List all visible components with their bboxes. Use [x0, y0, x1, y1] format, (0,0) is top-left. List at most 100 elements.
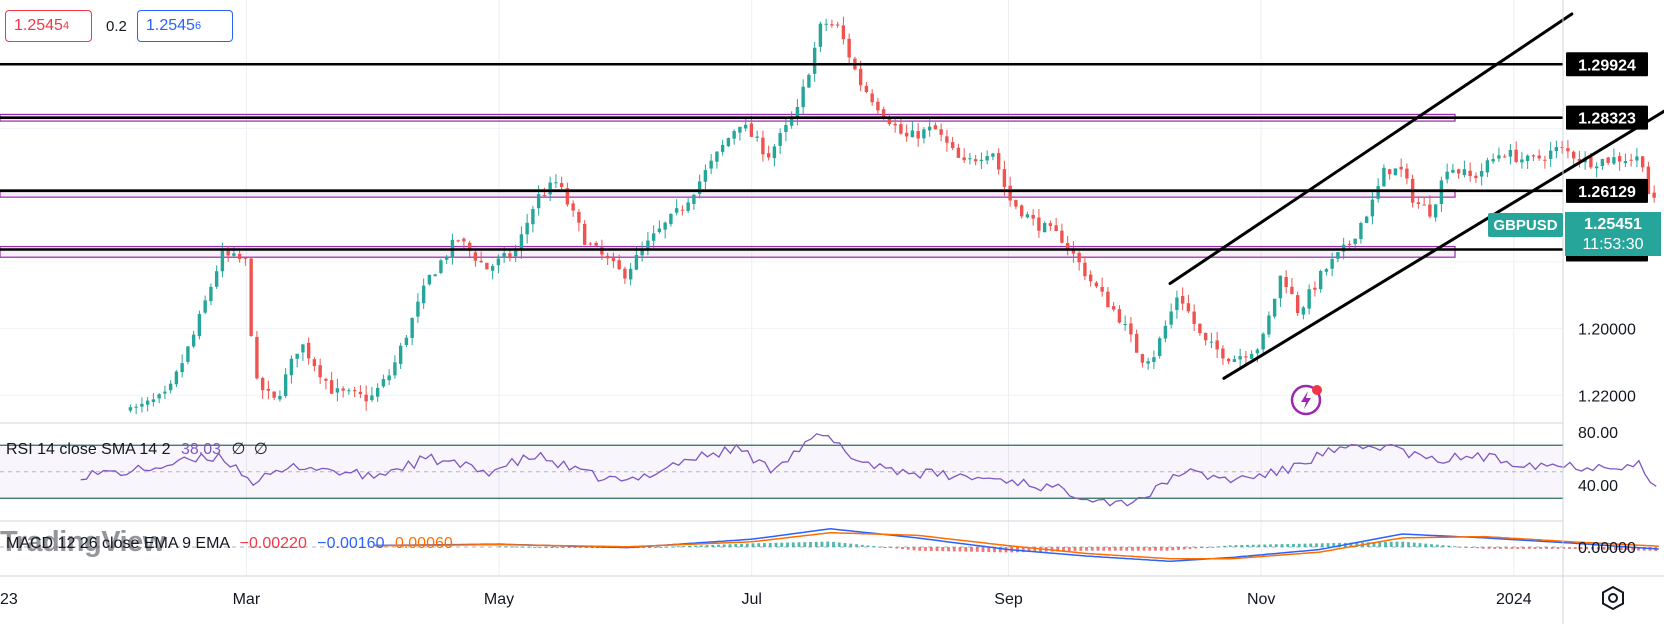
candle-body: [1295, 295, 1300, 313]
candle-body: [128, 407, 133, 411]
candle-body: [1117, 309, 1122, 323]
candle-body: [674, 208, 679, 213]
macd-histogram-bar: [786, 542, 789, 547]
macd-histogram-bar: [1067, 547, 1071, 552]
macd-histogram-bar: [1108, 547, 1111, 551]
sell-price: 1.2545: [14, 17, 63, 34]
macd-histogram-bar: [1188, 547, 1192, 549]
candle-body: [807, 74, 811, 88]
macd-histogram-bar: [717, 544, 720, 547]
price-axis-label: 1.20000: [1578, 322, 1636, 339]
horizontal-levels[interactable]: [0, 62, 1563, 251]
macd-histogram-bar: [797, 542, 801, 547]
macd-histogram-bar: [1424, 543, 1428, 547]
chart-settings-icon[interactable]: [1600, 585, 1626, 611]
time-axis-label: Nov: [1247, 591, 1275, 608]
candle-body: [329, 380, 334, 394]
candle-body: [226, 250, 230, 256]
candle-body: [1566, 148, 1570, 152]
macd-histogram-bar: [1631, 547, 1635, 551]
candle-body: [1232, 359, 1237, 363]
buy-price-box[interactable]: 1.2545 6: [137, 10, 233, 42]
macd-histogram-bar: [1131, 547, 1134, 551]
candle-body: [1255, 349, 1260, 354]
candle-body: [703, 170, 708, 182]
macd-histogram-bar: [1211, 546, 1215, 548]
macd-legend-signal: 0.00060: [394, 535, 453, 552]
rsi-legend[interactable]: RSI 14 close SMA 14 2 38.03 ∅ ∅: [6, 439, 268, 459]
macd-histogram-bar: [1223, 545, 1226, 547]
candle-body: [1100, 286, 1104, 292]
macd-histogram-bar: [1435, 544, 1439, 547]
candle-body: [536, 194, 541, 209]
candle-body: [1192, 311, 1196, 324]
candle-body: [1428, 204, 1432, 217]
macd-histogram-bar: [1280, 544, 1284, 547]
candle-body: [404, 337, 409, 345]
candle-body: [508, 253, 512, 257]
macd-histogram-bar: [1637, 547, 1640, 551]
candle-body: [1652, 192, 1656, 198]
candle-body: [1048, 223, 1053, 227]
macd-histogram-bar: [1217, 546, 1221, 548]
macd-histogram-bar: [1165, 547, 1169, 551]
candle-body: [1163, 325, 1168, 339]
candle-body: [761, 137, 765, 155]
candle-body: [605, 255, 610, 259]
candle-body: [1157, 338, 1162, 357]
candle-body: [554, 182, 558, 184]
candle-body: [1508, 150, 1513, 157]
macd-histogram-bar: [768, 542, 772, 547]
macd-legend[interactable]: MACD 12 26 close EMA 9 EMA −0.00220 −0.0…: [6, 535, 453, 553]
macd-histogram-bar: [676, 546, 680, 548]
macd-histogram-bar: [1453, 546, 1456, 548]
lightning-alert-icon[interactable]: [1290, 384, 1322, 416]
time-axis-label: May: [484, 591, 514, 608]
candle-body: [640, 249, 644, 256]
candle-body: [818, 23, 823, 47]
macd-histogram-bar: [1297, 543, 1301, 547]
macd-histogram-bar: [832, 541, 835, 547]
candle-body: [870, 93, 874, 103]
candle-body: [220, 250, 225, 272]
candle-body: [1474, 175, 1478, 179]
candle-body: [1037, 217, 1041, 231]
candle-body: [278, 395, 282, 400]
macd-histogram-bar: [1154, 547, 1157, 551]
price-zones: [0, 113, 1456, 258]
macd-legend-label: MACD 12 26 close EMA 9 EMA: [6, 535, 230, 552]
candle-body: [709, 160, 713, 169]
macd-histogram-bar: [1090, 547, 1094, 551]
trendlines[interactable]: [1168, 12, 1664, 380]
candle-body: [1071, 250, 1076, 254]
candle-body: [358, 391, 363, 395]
candle-body: [841, 25, 846, 40]
symbol-name: GBPUSD: [1493, 216, 1558, 234]
macd-histogram-bar: [878, 546, 881, 548]
candle-body: [686, 202, 690, 211]
rsi-axis-label: 80.00: [1578, 425, 1618, 442]
macd-histogram-bar: [918, 547, 922, 551]
candle-body: [1088, 274, 1093, 282]
candle-body: [266, 388, 271, 391]
sell-price-box[interactable]: 1.2545 4: [5, 10, 92, 42]
candle-body: [565, 188, 570, 205]
candle-body: [260, 378, 265, 391]
candle-body: [421, 285, 426, 304]
macd-histogram-bar: [906, 547, 910, 550]
macd-histogram-bar: [665, 546, 669, 548]
candle-body: [473, 252, 478, 261]
macd-histogram-bar: [803, 542, 807, 547]
macd-histogram-bar: [1194, 547, 1198, 549]
trendline[interactable]: [1168, 12, 1574, 286]
candle-body: [933, 125, 938, 130]
candle-body: [1267, 315, 1271, 335]
rsi-legend-extra2: ∅: [253, 441, 268, 458]
rsi-line: [80, 433, 1657, 507]
candle-body: [784, 125, 788, 132]
candle-body: [1629, 159, 1633, 161]
macd-histogram-bar: [1527, 547, 1531, 549]
symbol-tag[interactable]: GBPUSD: [1488, 213, 1563, 237]
trendline[interactable]: [1222, 104, 1664, 380]
